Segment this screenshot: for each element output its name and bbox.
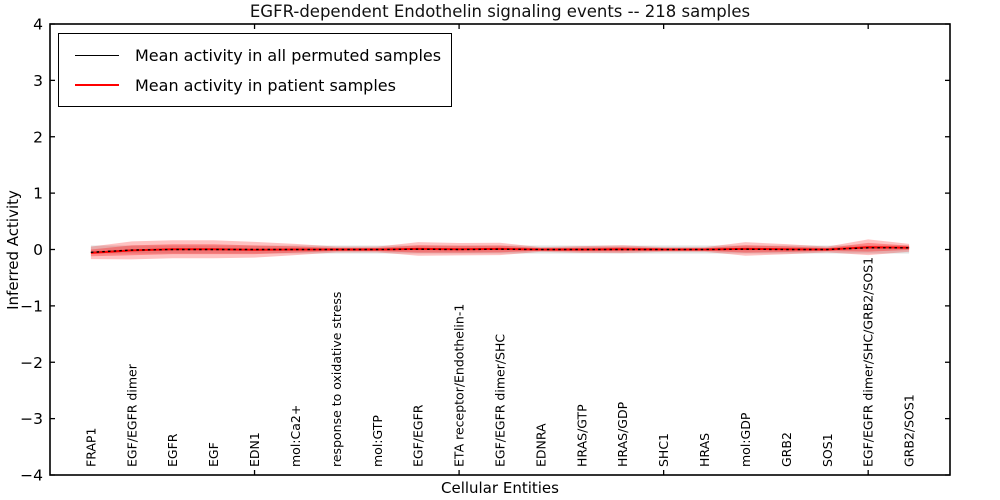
x-tick-label: EDN1 — [247, 432, 262, 467]
y-tick-label: 0 — [33, 241, 43, 259]
y-tick-label: −1 — [20, 297, 43, 315]
y-tick-label: −3 — [20, 410, 43, 428]
legend-line-red-icon — [75, 84, 119, 86]
x-tick-label: HRAS/GTP — [574, 404, 589, 467]
chart-title: EGFR-dependent Endothelin signaling even… — [249, 2, 751, 21]
x-tick-label: GRB2 — [779, 432, 794, 467]
x-tick-label: SHC1 — [656, 433, 671, 467]
y-tick-label: −4 — [20, 467, 43, 485]
y-axis-label: Inferred Activity — [4, 190, 22, 310]
legend-item-patient: Mean activity in patient samples — [59, 70, 451, 100]
legend-label-permuted: Mean activity in all permuted samples — [135, 45, 442, 65]
x-tick-label: EGFR — [165, 433, 180, 467]
x-tick-label: EGF — [206, 442, 221, 467]
legend: Mean activity in all permuted samples Me… — [58, 33, 452, 107]
x-tick-label: EGF/EGFR dimer — [124, 363, 139, 467]
y-tick-label: 4 — [33, 16, 43, 34]
legend-label-patient: Mean activity in patient samples — [135, 75, 396, 95]
y-tick-label: −2 — [20, 354, 43, 372]
x-tick-label: response to oxidative stress — [329, 292, 344, 467]
patient-mean-line — [90, 246, 910, 254]
x-tick-label: SOS1 — [820, 433, 835, 467]
legend-line-black-icon — [75, 54, 119, 56]
x-tick-label: HRAS/GDP — [615, 401, 630, 467]
y-tick-label: 1 — [33, 185, 43, 203]
y-tick-label: 2 — [33, 128, 43, 146]
x-tick-label: EGF/EGFR dimer/SHC — [493, 334, 508, 467]
x-tick-label: GRB2/SOS1 — [902, 394, 917, 467]
x-tick-label: EDNRA — [533, 423, 548, 467]
x-tick-label: mol:GDP — [738, 412, 753, 467]
x-tick-label: HRAS — [697, 433, 712, 467]
x-tick-label: FRAP1 — [83, 428, 98, 467]
x-tick-label: EGF/EGFR — [411, 404, 426, 467]
y-tick-label: 3 — [33, 72, 43, 90]
x-tick-label: EGF/EGFR dimer/SHC/GRB2/SOS1 — [861, 257, 876, 467]
x-tick-label: ETA receptor/Endothelin-1 — [452, 304, 467, 467]
legend-item-permuted: Mean activity in all permuted samples — [59, 40, 451, 70]
x-tick-label: mol:Ca2+ — [288, 405, 303, 467]
x-tick-label: mol:GTP — [370, 415, 385, 467]
x-axis-label: Cellular Entities — [441, 479, 559, 497]
